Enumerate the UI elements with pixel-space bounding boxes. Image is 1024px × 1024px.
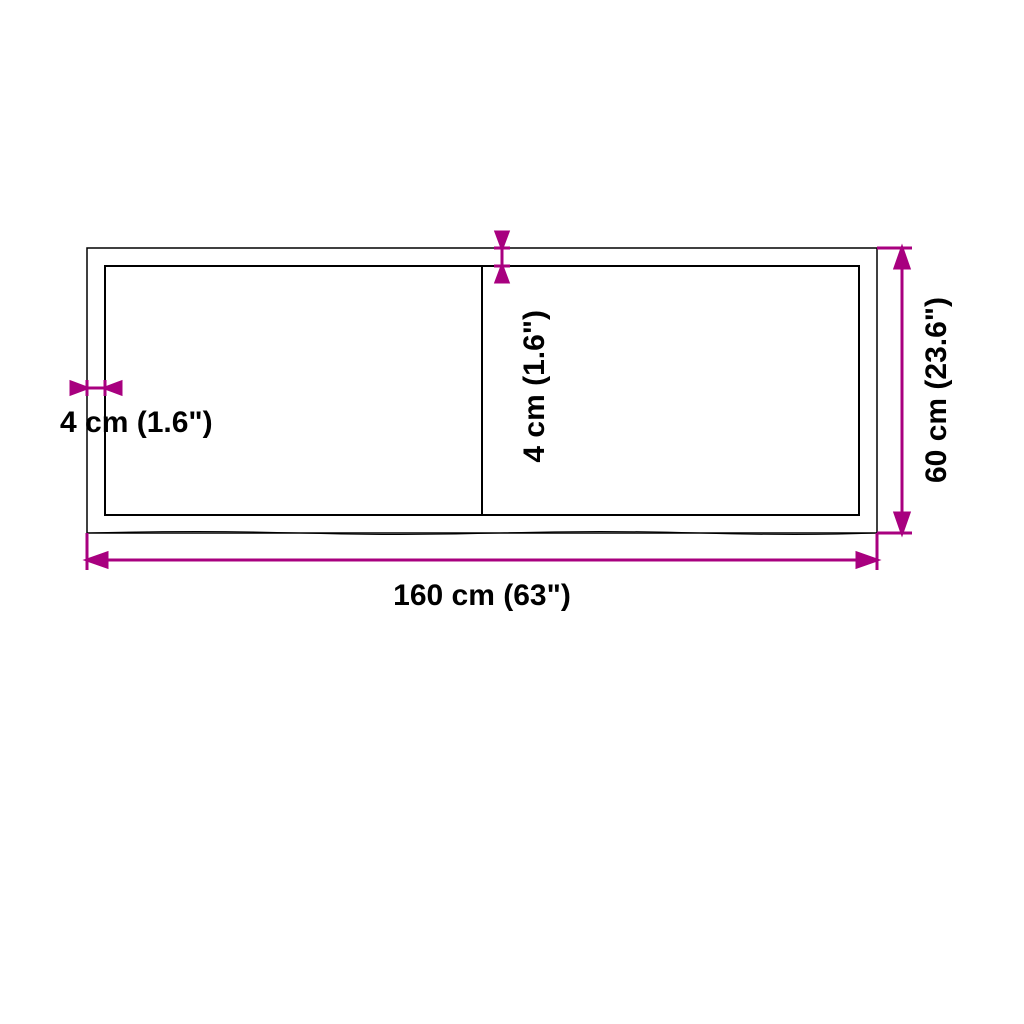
dimension-height [877, 248, 912, 533]
dimension-frame-left [71, 380, 121, 396]
dimension-diagram: 160 cm (63") 60 cm (23.6") 4 cm (1.6") 4… [0, 0, 1024, 1024]
dimension-frame-top-label: 4 cm (1.6") [518, 310, 551, 463]
dimension-width-label: 160 cm (63") [393, 579, 571, 612]
dimension-height-label: 60 cm (23.6") [920, 297, 953, 483]
dimension-frame-left-label: 4 cm (1.6") [60, 406, 213, 439]
dimension-frame-top [494, 232, 510, 282]
dimension-width [87, 533, 877, 570]
